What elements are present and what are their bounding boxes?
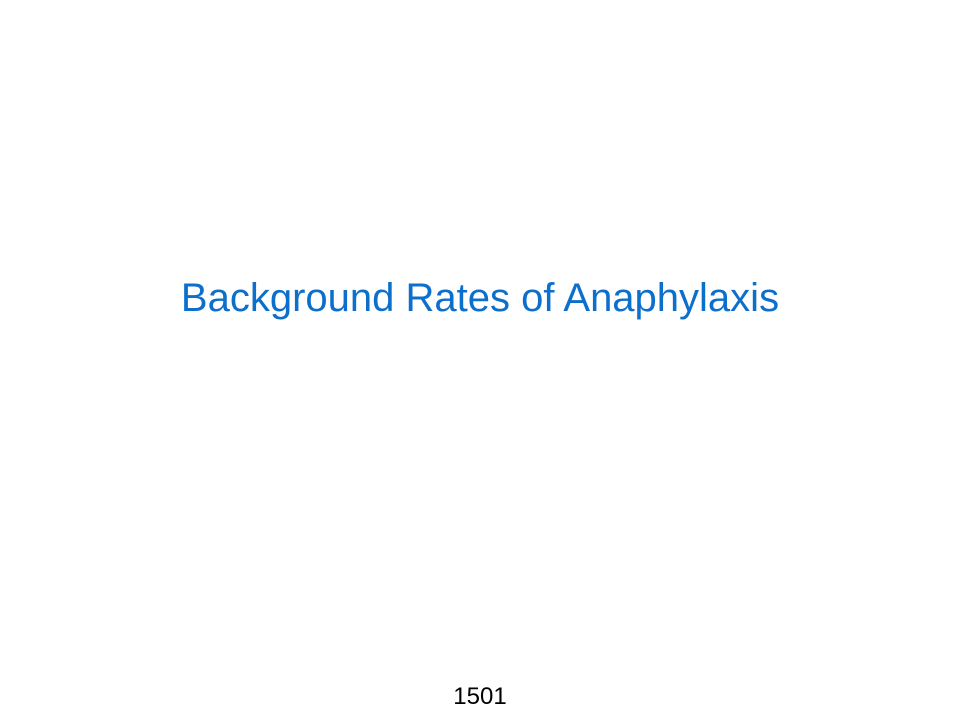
slide-title: Background Rates of Anaphylaxis bbox=[180, 276, 780, 320]
slide-page-number: 1501 bbox=[453, 683, 507, 710]
